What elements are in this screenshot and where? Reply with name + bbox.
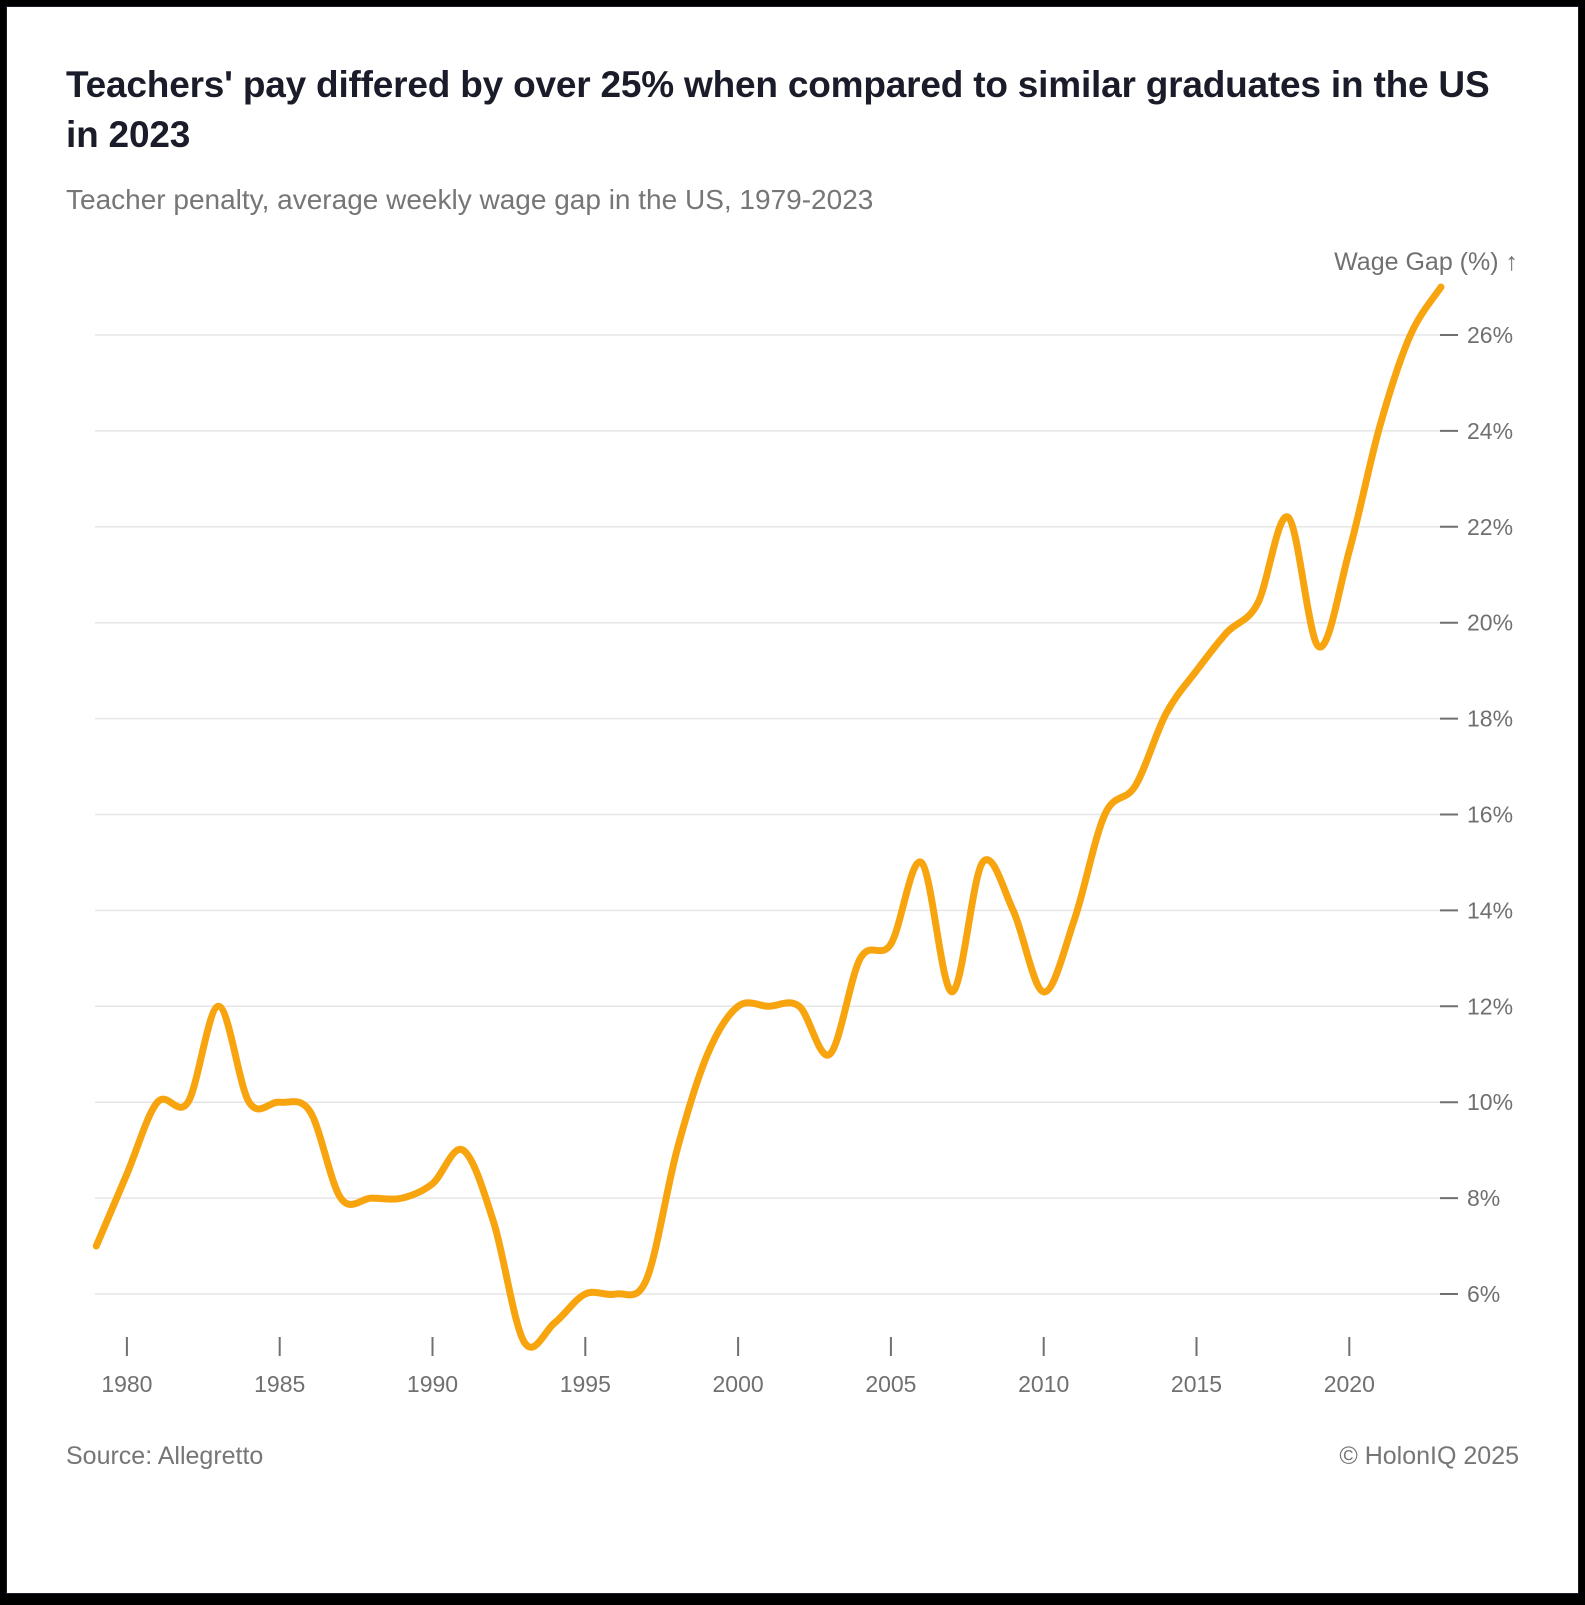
svg-text:18%: 18% bbox=[1467, 706, 1513, 732]
svg-text:Wage Gap (%) ↑: Wage Gap (%) ↑ bbox=[1334, 248, 1518, 276]
svg-text:1980: 1980 bbox=[101, 1371, 152, 1397]
svg-text:2020: 2020 bbox=[1324, 1371, 1375, 1397]
svg-text:26%: 26% bbox=[1467, 322, 1513, 348]
svg-text:1985: 1985 bbox=[254, 1371, 305, 1397]
svg-text:24%: 24% bbox=[1467, 418, 1513, 444]
svg-text:10%: 10% bbox=[1467, 1089, 1513, 1115]
svg-text:1990: 1990 bbox=[407, 1371, 458, 1397]
svg-text:16%: 16% bbox=[1467, 802, 1513, 828]
svg-text:22%: 22% bbox=[1467, 514, 1513, 540]
svg-text:6%: 6% bbox=[1467, 1281, 1500, 1307]
svg-text:2015: 2015 bbox=[1171, 1371, 1222, 1397]
svg-text:1995: 1995 bbox=[560, 1371, 611, 1397]
svg-text:20%: 20% bbox=[1467, 610, 1513, 636]
svg-text:2005: 2005 bbox=[865, 1371, 916, 1397]
svg-text:2010: 2010 bbox=[1018, 1371, 1069, 1397]
svg-text:8%: 8% bbox=[1467, 1185, 1500, 1211]
svg-text:12%: 12% bbox=[1467, 993, 1513, 1019]
svg-text:2000: 2000 bbox=[713, 1371, 764, 1397]
svg-text:14%: 14% bbox=[1467, 897, 1513, 923]
